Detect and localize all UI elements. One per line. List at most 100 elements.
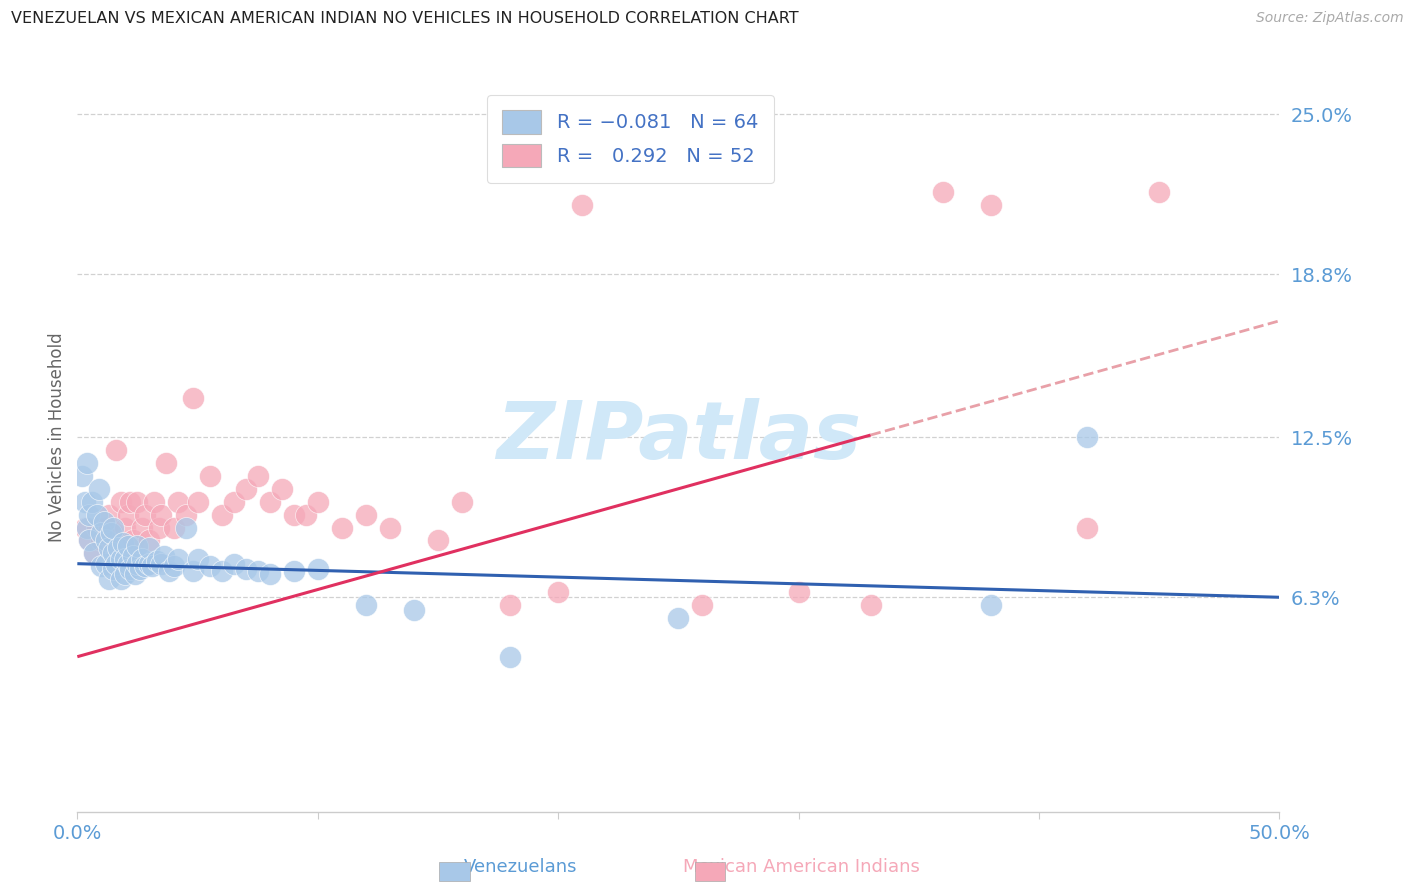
Point — [222, 494, 245, 508]
Point — [83, 546, 105, 560]
Point — [100, 525, 122, 540]
Point — [235, 562, 257, 576]
Point — [96, 557, 118, 571]
Point — [110, 494, 132, 508]
Point — [90, 525, 112, 540]
Point — [451, 494, 474, 508]
Point — [181, 392, 204, 406]
Point — [121, 533, 143, 548]
Point — [83, 546, 105, 560]
Point — [1149, 185, 1171, 199]
Point — [121, 549, 143, 563]
Point — [270, 482, 292, 496]
Point — [354, 598, 377, 612]
Point — [167, 494, 190, 508]
Point — [87, 482, 110, 496]
Point — [80, 494, 103, 508]
Point — [571, 197, 593, 211]
Point — [97, 508, 120, 522]
Point — [155, 456, 177, 470]
Point — [402, 603, 425, 617]
Point — [162, 559, 184, 574]
Point — [150, 508, 173, 522]
Point — [198, 468, 221, 483]
Point — [1076, 520, 1098, 534]
Point — [174, 508, 197, 522]
Point — [198, 559, 221, 574]
Point — [90, 559, 112, 574]
Point — [114, 551, 136, 566]
Point — [186, 551, 209, 566]
Point — [131, 520, 153, 534]
Point — [307, 562, 329, 576]
Point — [246, 565, 269, 579]
Point — [127, 557, 149, 571]
Point — [128, 562, 150, 576]
Point — [104, 442, 127, 457]
Point — [211, 565, 233, 579]
Point — [294, 508, 316, 522]
Point — [103, 525, 125, 540]
Point — [103, 520, 125, 534]
Point — [283, 565, 305, 579]
Point — [547, 585, 569, 599]
Point — [110, 572, 132, 586]
Point — [427, 533, 450, 548]
Point — [93, 516, 115, 530]
Point — [138, 541, 160, 556]
Point — [117, 539, 139, 553]
Point — [131, 551, 153, 566]
Text: Source: ZipAtlas.com: Source: ZipAtlas.com — [1256, 11, 1403, 25]
Point — [79, 508, 101, 522]
Point — [134, 508, 156, 522]
Point — [104, 557, 127, 571]
Point — [157, 565, 180, 579]
Point — [307, 494, 329, 508]
Point — [138, 557, 160, 571]
Point — [499, 598, 522, 612]
Point — [692, 598, 714, 612]
Point — [73, 520, 96, 534]
Point — [73, 494, 96, 508]
Text: Venezuelans: Venezuelans — [464, 858, 576, 876]
Text: Mexican American Indians: Mexican American Indians — [683, 858, 920, 876]
Point — [980, 197, 1002, 211]
Point — [110, 551, 132, 566]
Point — [117, 557, 139, 571]
Point — [378, 520, 401, 534]
Point — [79, 533, 101, 548]
Point — [153, 549, 176, 563]
Point — [980, 598, 1002, 612]
Point — [145, 554, 167, 568]
Point — [97, 541, 120, 556]
Point — [120, 494, 142, 508]
Point — [148, 520, 170, 534]
Point — [246, 468, 269, 483]
Legend: R = −0.081   N = 64, R =   0.292   N = 52: R = −0.081 N = 64, R = 0.292 N = 52 — [486, 95, 773, 183]
Point — [143, 494, 166, 508]
Point — [259, 567, 281, 582]
Point — [330, 520, 353, 534]
Point — [90, 533, 112, 548]
Point — [859, 598, 882, 612]
Point — [76, 456, 98, 470]
Point — [96, 520, 118, 534]
Text: VENEZUELAN VS MEXICAN AMERICAN INDIAN NO VEHICLES IN HOUSEHOLD CORRELATION CHART: VENEZUELAN VS MEXICAN AMERICAN INDIAN NO… — [11, 11, 799, 26]
Point — [181, 565, 204, 579]
Point — [114, 520, 136, 534]
Point — [162, 520, 184, 534]
Point — [354, 508, 377, 522]
Point — [103, 546, 125, 560]
Point — [107, 541, 129, 556]
Point — [70, 468, 93, 483]
Point — [932, 185, 955, 199]
Point — [1076, 430, 1098, 444]
Point — [76, 520, 98, 534]
Point — [96, 533, 118, 548]
Point — [97, 572, 120, 586]
Point — [127, 539, 149, 553]
Point — [114, 567, 136, 582]
Point — [211, 508, 233, 522]
Point — [259, 494, 281, 508]
Point — [283, 508, 305, 522]
